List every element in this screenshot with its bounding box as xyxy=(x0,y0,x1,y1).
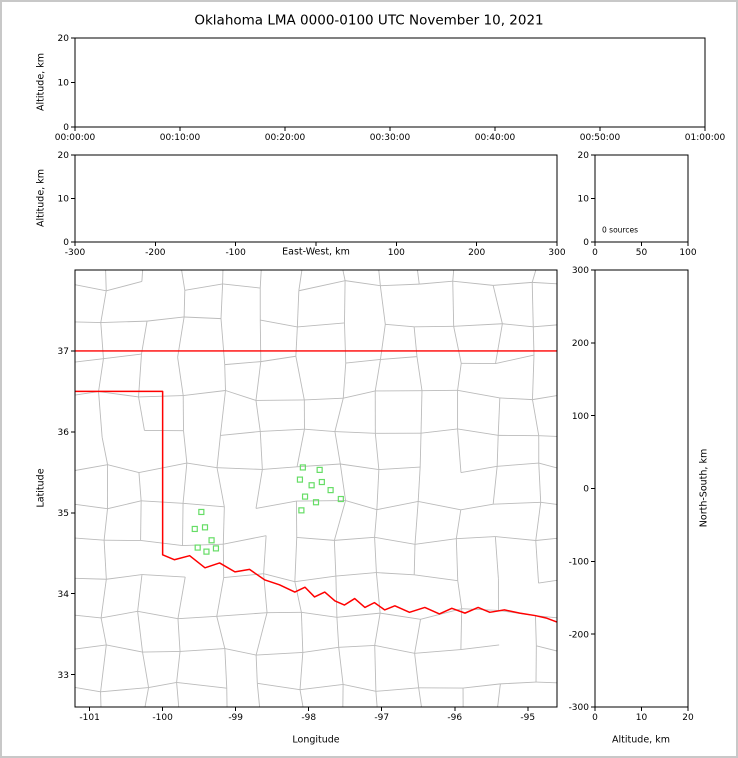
svg-text:-200: -200 xyxy=(145,248,166,258)
svg-text:00:50:00: 00:50:00 xyxy=(580,133,621,143)
svg-text:20: 20 xyxy=(58,34,70,44)
svg-text:-100: -100 xyxy=(152,713,173,723)
time-height-ylabel: Altitude, km xyxy=(35,53,47,111)
svg-text:00:40:00: 00:40:00 xyxy=(475,133,516,143)
svg-text:-98: -98 xyxy=(301,713,316,723)
svg-text:20: 20 xyxy=(578,151,590,161)
svg-text:-100: -100 xyxy=(225,248,246,258)
svg-text:10: 10 xyxy=(58,79,70,89)
ew-height-xlabel: East-West, km xyxy=(282,246,350,258)
svg-text:0: 0 xyxy=(592,248,598,258)
svg-text:00:20:00: 00:20:00 xyxy=(265,133,306,143)
svg-text:20: 20 xyxy=(682,713,694,723)
svg-text:37: 37 xyxy=(58,347,69,357)
svg-text:01:00:00: 01:00:00 xyxy=(685,133,726,143)
svg-text:300: 300 xyxy=(572,266,589,276)
svg-text:200: 200 xyxy=(572,339,589,349)
svg-text:50: 50 xyxy=(636,248,648,258)
svg-text:10: 10 xyxy=(578,195,590,205)
svg-text:300: 300 xyxy=(548,248,565,258)
svg-text:00:30:00: 00:30:00 xyxy=(370,133,411,143)
svg-text:10: 10 xyxy=(636,713,648,723)
svg-text:100: 100 xyxy=(388,248,405,258)
svg-text:0: 0 xyxy=(583,238,589,248)
svg-text:100: 100 xyxy=(572,412,589,422)
ns-height-ylabel: North-South, km xyxy=(698,448,710,528)
svg-text:0: 0 xyxy=(592,713,598,723)
svg-text:33: 33 xyxy=(58,671,69,681)
svg-text:-99: -99 xyxy=(228,713,243,723)
svg-text:-200: -200 xyxy=(569,630,590,640)
histogram-annotation: 0 sources xyxy=(602,225,638,235)
svg-text:-96: -96 xyxy=(447,713,462,723)
ew-height-ylabel: Altitude, km xyxy=(35,169,47,227)
svg-text:20: 20 xyxy=(58,151,70,161)
svg-text:100: 100 xyxy=(679,248,696,258)
ns-height-xlabel: Altitude, km xyxy=(612,734,670,746)
svg-text:-95: -95 xyxy=(520,713,535,723)
svg-text:-97: -97 xyxy=(374,713,389,723)
svg-text:-100: -100 xyxy=(569,558,590,568)
svg-text:-300: -300 xyxy=(65,248,86,258)
map-ylabel: Latitude xyxy=(35,468,47,508)
svg-text:00:10:00: 00:10:00 xyxy=(160,133,201,143)
svg-text:-300: -300 xyxy=(569,703,590,713)
svg-text:34: 34 xyxy=(58,590,70,600)
svg-text:200: 200 xyxy=(468,248,485,258)
figure-title: Oklahoma LMA 0000-0100 UTC November 10, … xyxy=(194,12,544,29)
map-xlabel: Longitude xyxy=(292,734,340,746)
svg-text:-101: -101 xyxy=(79,713,99,723)
svg-text:36: 36 xyxy=(58,428,70,438)
svg-text:0: 0 xyxy=(583,485,589,495)
svg-text:00:00:00: 00:00:00 xyxy=(55,133,96,143)
svg-text:10: 10 xyxy=(58,195,70,205)
svg-text:35: 35 xyxy=(58,509,69,519)
svg-text:0: 0 xyxy=(63,238,69,248)
svg-text:0: 0 xyxy=(63,123,69,133)
